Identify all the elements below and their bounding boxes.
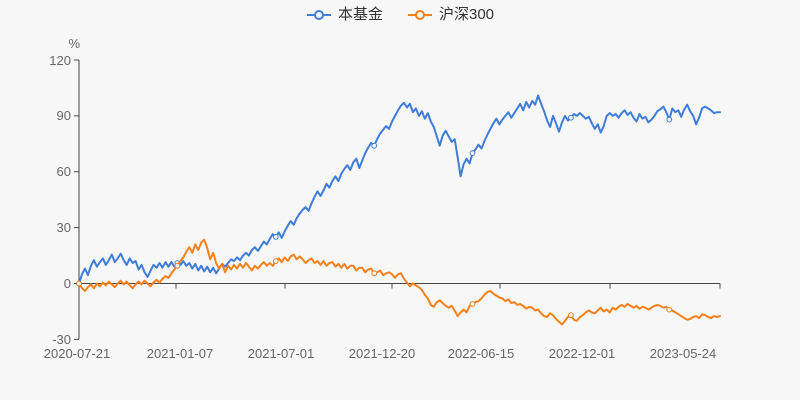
- legend-item-fund[interactable]: 本基金: [306, 6, 383, 24]
- data-point-marker: [371, 270, 378, 277]
- x-axis-label: 2022-06-15: [447, 346, 515, 361]
- data-point-marker: [469, 301, 476, 307]
- data-point-marker: [666, 116, 673, 123]
- x-axis-label: 2022-12-01: [548, 346, 616, 361]
- line-circle-marker-icon: [306, 9, 332, 21]
- y-axis-label: 30: [56, 220, 71, 236]
- line-circle-marker-icon: [407, 9, 433, 21]
- data-point-marker: [469, 150, 476, 157]
- y-axis-unit-label: %: [68, 36, 80, 51]
- data-point-marker: [272, 258, 279, 265]
- y-axis-label: 90: [56, 108, 71, 124]
- legend-label-benchmark: 沪深300: [438, 6, 495, 23]
- data-point-marker: [371, 142, 378, 149]
- chart-legend: 本基金 沪深300: [0, 6, 800, 24]
- data-point-marker: [272, 234, 279, 240]
- x-axis-label: 2021-12-20: [348, 346, 416, 361]
- x-axis-label: 2021-07-01: [247, 346, 315, 361]
- y-axis-label: 60: [56, 164, 71, 180]
- y-axis-label: 0: [63, 276, 71, 291]
- x-axis-label: 2023-05-24: [649, 346, 717, 361]
- data-point-marker: [568, 114, 574, 121]
- legend-item-benchmark[interactable]: 沪深300: [407, 6, 494, 24]
- y-axis-label: -30: [52, 331, 71, 347]
- data-point-marker: [666, 306, 673, 313]
- data-point-marker: [76, 280, 82, 287]
- x-axis-label: 2020-07-21: [43, 346, 111, 361]
- data-point-marker: [174, 262, 181, 269]
- y-axis-label: 120: [49, 52, 71, 68]
- legend-label-fund: 本基金: [337, 6, 383, 23]
- series-line-fund[interactable]: [78, 94, 721, 285]
- x-axis-label: 2021-01-07: [146, 346, 214, 361]
- data-point-marker: [568, 312, 574, 319]
- series-line-benchmark[interactable]: [78, 238, 721, 326]
